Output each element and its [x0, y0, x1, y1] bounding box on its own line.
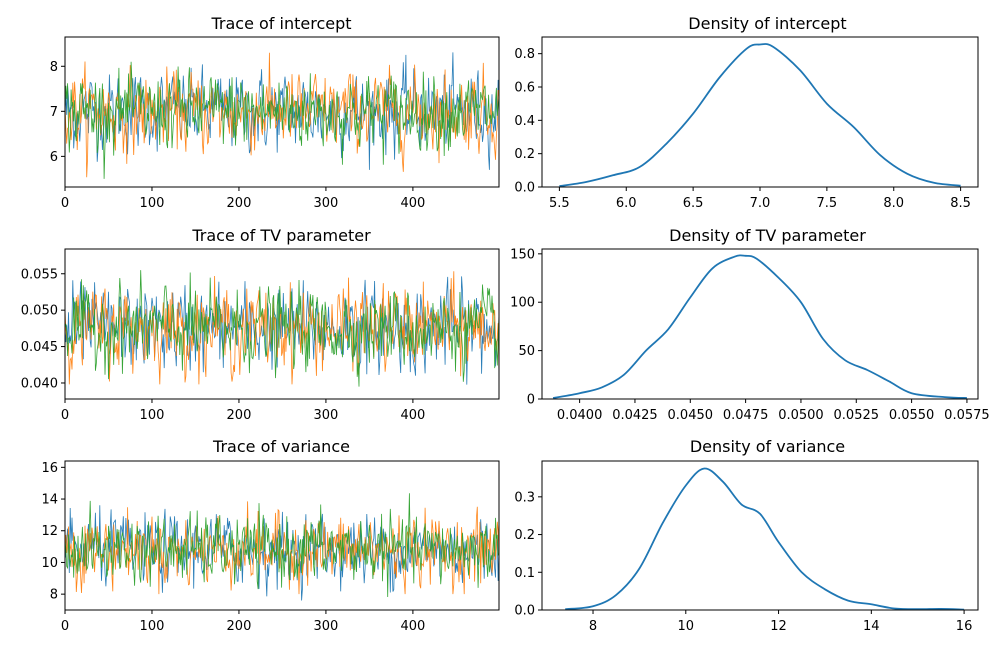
y-tick-label: 0.3	[514, 490, 535, 505]
x-tick-label: 0.0575	[944, 408, 990, 423]
x-tick-label: 100	[140, 196, 165, 211]
x-tick-label: 200	[227, 196, 252, 211]
x-tick-label: 0	[61, 196, 69, 211]
x-tick-label: 100	[140, 408, 165, 423]
panel-trace-variance: Trace of variance 0 100 200 300 400 8 10 12 14 16	[41, 437, 500, 634]
y-tick-label: 8	[50, 60, 58, 75]
panel-title: Trace of TV parameter	[191, 226, 371, 245]
axes-frame	[541, 36, 979, 188]
panel-density-tv-parameter: Density of TV parameter 0.0400 0.0425 0.04…	[510, 226, 990, 423]
chain-2-trace-line	[65, 271, 499, 385]
y-tick-label: 8	[50, 588, 58, 603]
x-tick-label: 200	[227, 619, 252, 634]
x-tick-label: 0.0425	[612, 408, 658, 423]
panel-title: Trace of intercept	[210, 14, 351, 33]
y-tick-label: 0	[527, 393, 535, 408]
panel-title: Density of TV parameter	[669, 226, 866, 245]
y-tick-label: 0.8	[514, 47, 535, 62]
panel-title: Density of intercept	[688, 14, 846, 33]
y-tick-label: 14	[41, 493, 58, 508]
y-tick-label: 0.050	[21, 304, 58, 319]
y-tick-label: 0.6	[514, 81, 535, 96]
x-tick-label: 200	[227, 408, 252, 423]
y-tick-label: 10	[41, 556, 58, 571]
x-tick-label: 16	[956, 619, 973, 634]
x-tick-label: 0.0450	[668, 408, 714, 423]
y-tick-label: 16	[41, 461, 58, 476]
axes-frame	[541, 460, 979, 611]
y-tick-label: 6	[50, 150, 58, 165]
x-tick-label: 7.0	[750, 196, 771, 211]
axes-frame	[64, 36, 500, 188]
x-tick-label: 6.0	[616, 196, 637, 211]
y-tick-label: 0.040	[21, 376, 58, 391]
density-curve	[565, 467, 965, 610]
density-curve	[552, 254, 967, 399]
x-tick-label: 400	[400, 619, 425, 634]
x-tick-label: 8	[589, 619, 597, 634]
panel-density-variance: Density of variance 8 10 12 14 16 0.0 0.1 0.2 0.…	[514, 437, 979, 634]
x-tick-label: 10	[678, 619, 695, 634]
density-curve	[559, 43, 961, 187]
x-tick-label: 5.5	[549, 196, 570, 211]
panel-title: Density of variance	[690, 437, 845, 456]
y-tick-label: 0.055	[21, 267, 58, 282]
x-tick-label: 0.0525	[834, 408, 880, 423]
x-tick-label: 300	[314, 408, 339, 423]
x-tick-label: 14	[863, 619, 880, 634]
chain-3-trace-line	[65, 61, 499, 179]
y-tick-label: 0.0	[514, 604, 535, 619]
y-tick-label: 150	[510, 247, 535, 262]
x-tick-label: 400	[400, 408, 425, 423]
y-tick-label: 12	[41, 524, 58, 539]
y-tick-label: 50	[518, 344, 535, 359]
x-tick-label: 400	[400, 196, 425, 211]
x-tick-label: 300	[314, 196, 339, 211]
x-tick-label: 7.5	[817, 196, 838, 211]
x-tick-label: 0.0500	[778, 408, 824, 423]
x-tick-label: 8.0	[883, 196, 904, 211]
chain-3-trace-line	[65, 270, 499, 387]
x-tick-label: 6.5	[683, 196, 704, 211]
x-tick-label: 0	[61, 408, 69, 423]
x-tick-label: 0.0475	[723, 408, 769, 423]
x-tick-label: 100	[140, 619, 165, 634]
axes-frame	[64, 248, 500, 400]
x-tick-label: 12	[770, 619, 787, 634]
x-tick-label: 0.0400	[557, 408, 603, 423]
y-tick-label: 0.1	[514, 566, 535, 581]
y-tick-label: 0.045	[21, 340, 58, 355]
chain-3-trace-line	[65, 493, 499, 598]
axes-frame	[541, 248, 979, 400]
x-tick-label: 300	[314, 619, 339, 634]
y-tick-label: 0.4	[514, 114, 535, 129]
y-tick-label: 100	[510, 296, 535, 311]
panel-density-intercept: Density of intercept 5.5 6.0 6.5 7.0 7.5 8.0 8…	[514, 14, 979, 211]
x-tick-label: 0.0550	[889, 408, 935, 423]
panel-title: Trace of variance	[212, 437, 350, 456]
panel-trace-intercept: Trace of intercept 0 100 200 300 400 6 7 8	[50, 14, 500, 211]
y-tick-label: 0.2	[514, 528, 535, 543]
y-tick-label: 0.2	[514, 147, 535, 162]
y-tick-label: 0.0	[514, 181, 535, 196]
y-tick-label: 7	[50, 105, 58, 120]
panel-trace-tv-parameter: Trace of TV parameter 0 100 200 300 400 0.040…	[21, 226, 500, 423]
axes-frame	[64, 460, 500, 611]
x-tick-label: 8.5	[950, 196, 971, 211]
x-tick-label: 0	[61, 619, 69, 634]
